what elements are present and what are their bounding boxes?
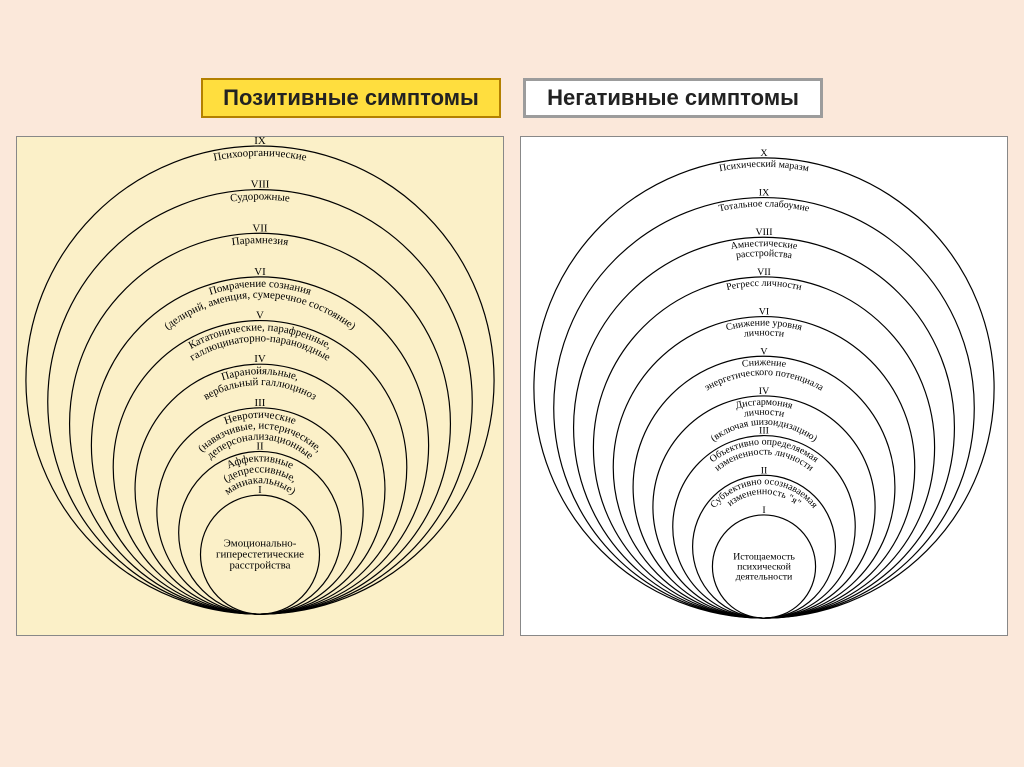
negative-header: Негативные симптомы xyxy=(523,78,823,118)
svg-text:личности: личности xyxy=(743,327,785,340)
negative-panel: XПсихический маразм IXТотальное слабоумие… xyxy=(520,136,1008,636)
svg-text:Психический маразм: Психический маразм xyxy=(718,159,810,175)
svg-text:IX: IX xyxy=(254,137,266,147)
page: Позитивные симптомы Негативные симптомы … xyxy=(0,0,1024,767)
svg-text:VII: VII xyxy=(252,222,268,234)
svg-text:IV: IV xyxy=(254,353,266,365)
svg-text:III: III xyxy=(255,397,266,409)
svg-text:VI: VI xyxy=(254,266,266,278)
svg-text:V: V xyxy=(256,310,264,322)
svg-text:деятельности: деятельности xyxy=(736,571,793,582)
svg-text:Тотальное слабоумие: Тотальное слабоумие xyxy=(718,198,811,214)
svg-text:IX: IX xyxy=(759,188,769,199)
svg-text:III: III xyxy=(759,426,769,437)
svg-text:Регресс личности: Регресс личности xyxy=(725,278,803,293)
svg-text:X: X xyxy=(760,148,767,159)
ring-circle xyxy=(673,436,855,618)
negative-header-label: Негативные симптомы xyxy=(547,85,799,111)
negative-diagram: XПсихический маразм IXТотальное слабоумие… xyxy=(521,137,1007,635)
positive-panel: IXПсихоорганическиеVIIIСудорожныеVIIПара… xyxy=(16,136,504,636)
positive-header: Позитивные симптомы xyxy=(201,78,501,118)
svg-text:VIII: VIII xyxy=(251,179,270,191)
svg-text:IV: IV xyxy=(759,386,770,397)
svg-text:Парамнезия: Парамнезия xyxy=(231,234,289,248)
svg-text:I: I xyxy=(762,505,765,516)
panels-row: IXПсихоорганическиеVIIIСудорожныеVIIПара… xyxy=(16,136,1008,636)
svg-text:расстройства: расстройства xyxy=(229,559,290,571)
svg-text:VI: VI xyxy=(759,307,769,318)
svg-text:VIII: VIII xyxy=(755,227,772,238)
positive-diagram: IXПсихоорганическиеVIIIСудорожныеVIIПара… xyxy=(17,137,503,635)
svg-text:I: I xyxy=(258,484,262,496)
svg-text:Психоорганические: Психоорганические xyxy=(212,147,307,164)
positive-header-label: Позитивные симптомы xyxy=(223,85,479,111)
svg-text:II: II xyxy=(761,465,768,476)
header-row: Позитивные симптомы Негативные симптомы xyxy=(0,78,1024,118)
svg-text:V: V xyxy=(760,346,768,357)
svg-text:Судорожные: Судорожные xyxy=(230,191,291,205)
svg-text:II: II xyxy=(256,440,264,452)
svg-text:VII: VII xyxy=(757,267,771,278)
svg-text:расстройства: расстройства xyxy=(735,248,793,261)
